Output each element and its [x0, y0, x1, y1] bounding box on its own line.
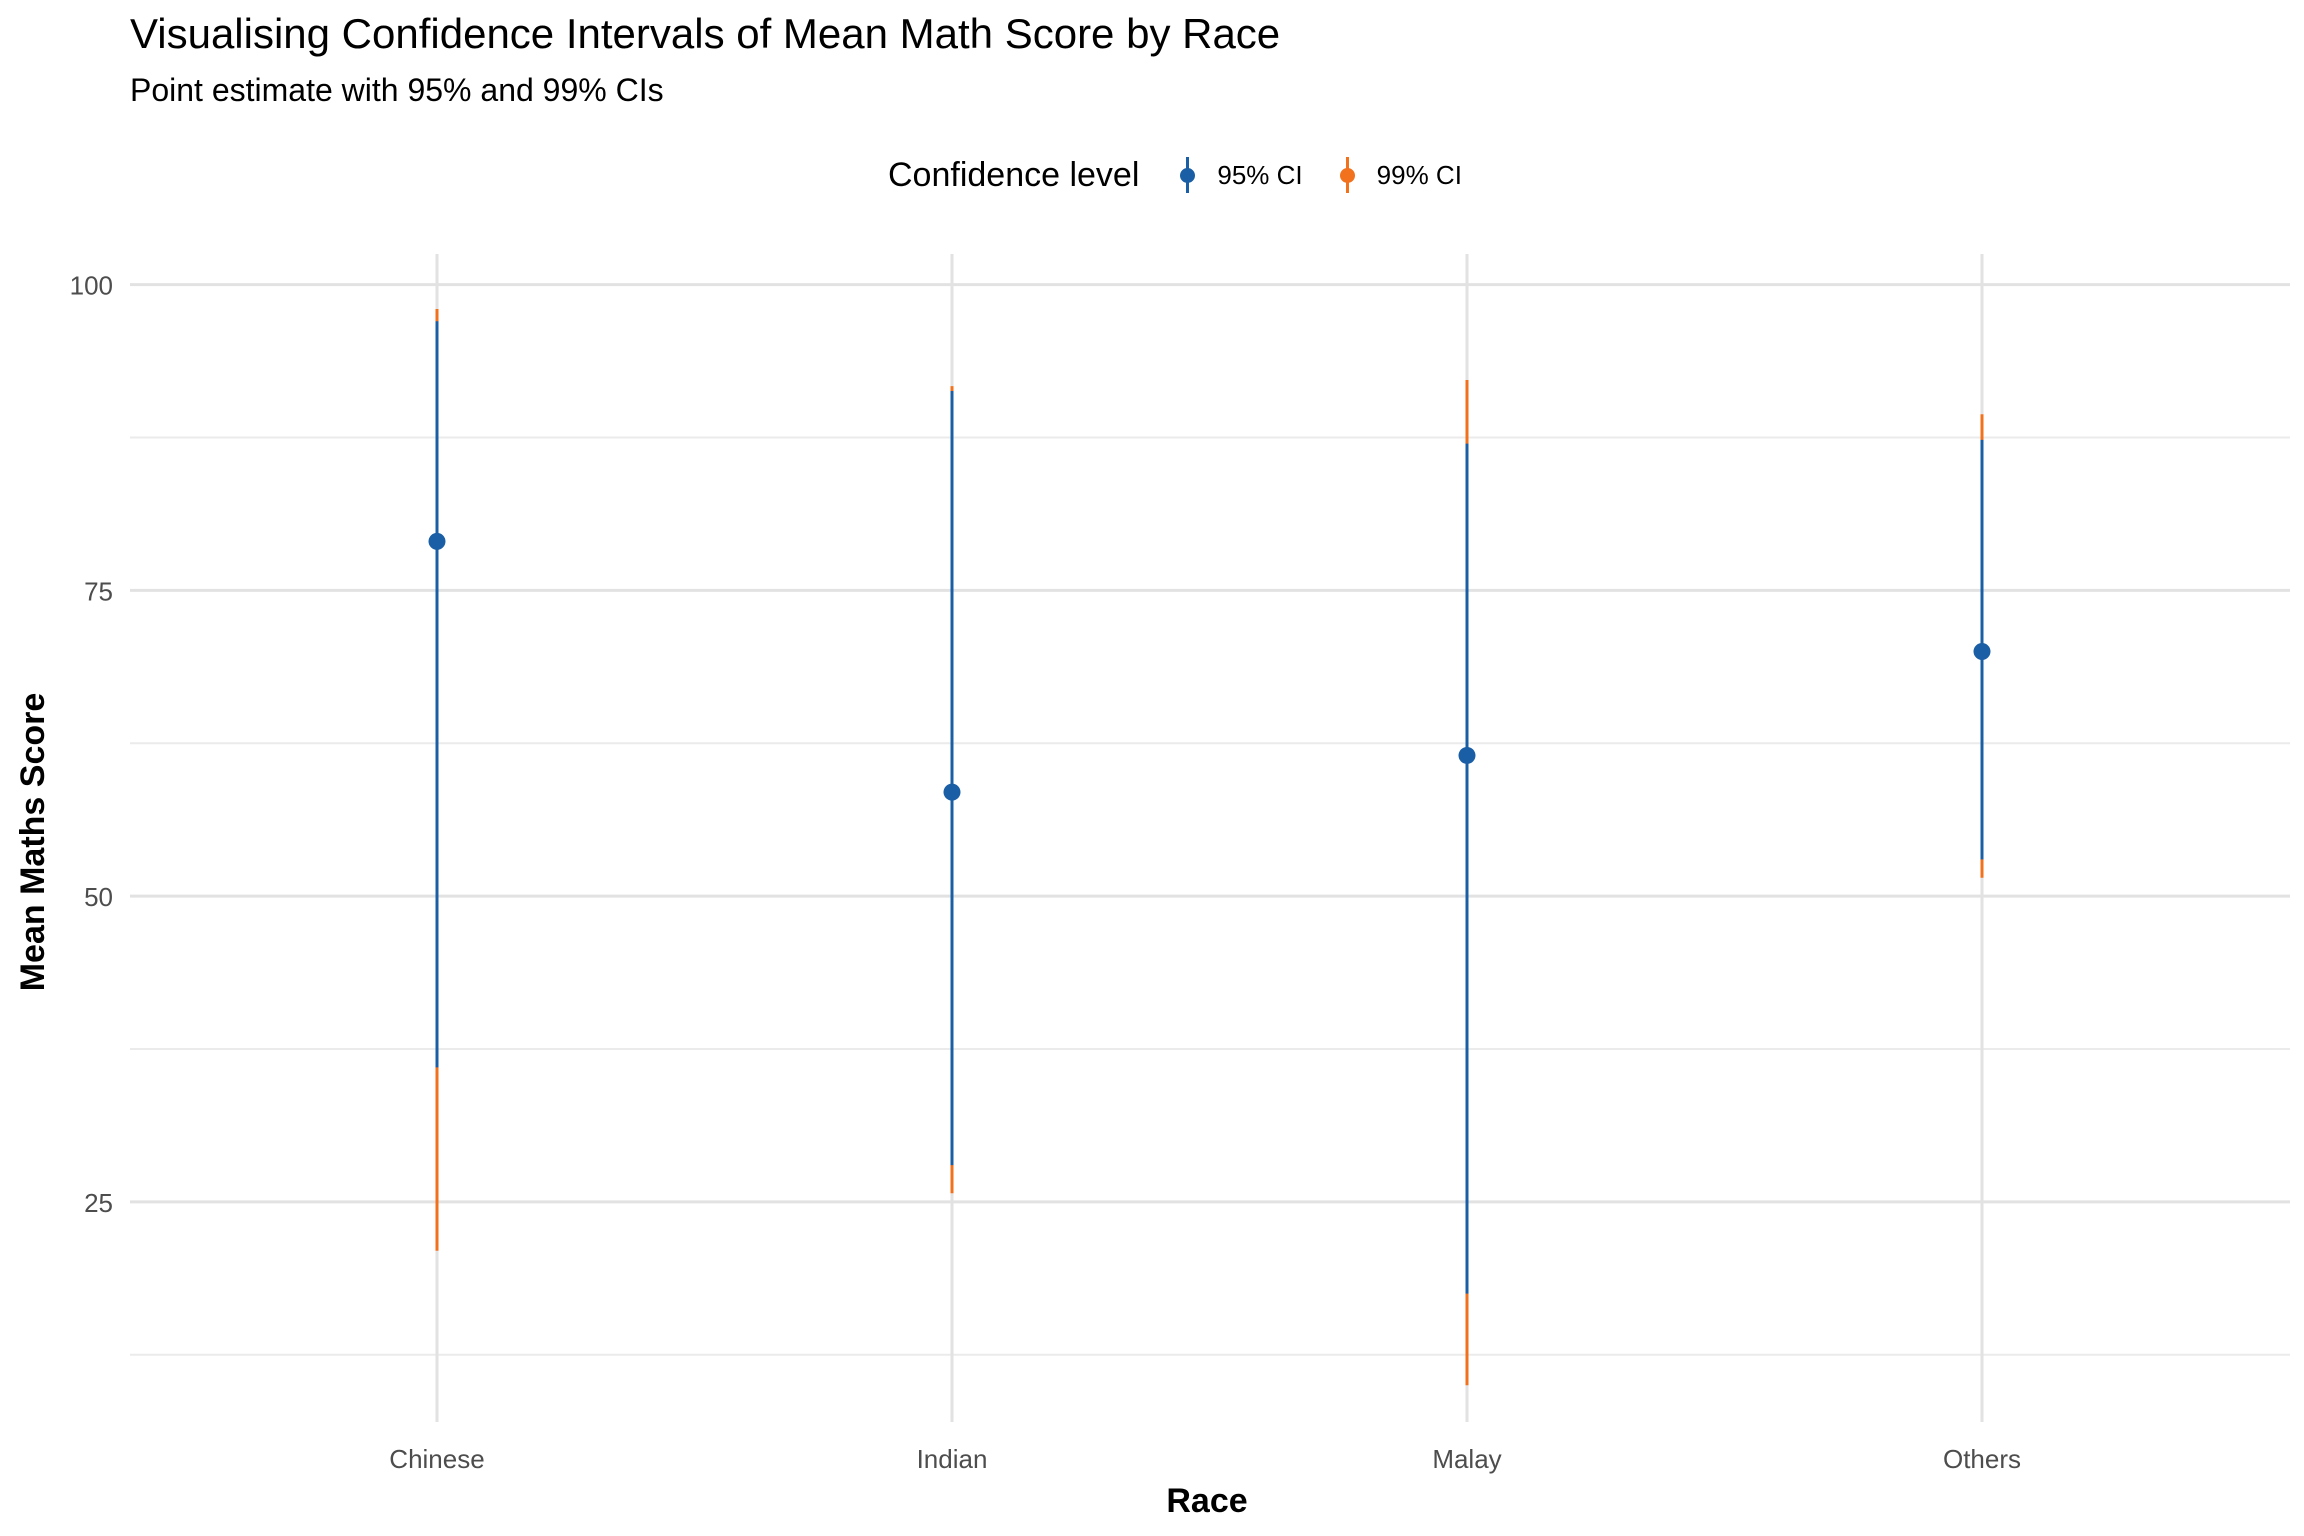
- legend: Confidence level 95% CI 99% CI: [888, 150, 1490, 200]
- legend-key-99-icon: [1331, 153, 1363, 197]
- error-bars: [435, 309, 1984, 1386]
- y-tick-label: 75: [84, 576, 113, 606]
- x-tick-label: Indian: [917, 1444, 988, 1474]
- y-axis-title: Mean Maths Score: [14, 693, 52, 992]
- point-estimates: [428, 532, 1991, 801]
- legend-item-99: 99% CI: [1331, 153, 1462, 197]
- legend-item-95: 95% CI: [1171, 153, 1303, 197]
- legend-key-95-icon: [1171, 153, 1203, 197]
- point-estimate-others: [1973, 642, 1991, 660]
- x-tick-label: Malay: [1432, 1444, 1501, 1474]
- legend-key-95-dot: [1180, 168, 1196, 183]
- x-axis-title: Race: [1166, 1482, 1247, 1520]
- y-tick-label: 25: [84, 1188, 113, 1218]
- x-axis-ticks: Chinese Indian Malay Others: [389, 1444, 2021, 1474]
- grid-layer: [130, 254, 2290, 1422]
- legend-title: Confidence level: [888, 155, 1140, 194]
- point-estimate-malay: [1458, 746, 1476, 764]
- point-estimate-indian: [943, 783, 961, 801]
- x-tick-label: Chinese: [389, 1444, 484, 1474]
- legend-key-99-dot: [1339, 168, 1355, 183]
- chart-subtitle: Point estimate with 95% and 99% CIs: [130, 72, 664, 108]
- x-tick-label: Others: [1943, 1444, 2021, 1474]
- point-estimate-chinese: [428, 532, 446, 550]
- legend-label-99: 99% CI: [1376, 159, 1462, 190]
- y-axis-ticks: 25 50 75 100: [70, 271, 113, 1218]
- chart-title: Visualising Confidence Intervals of Mean…: [130, 10, 1281, 57]
- y-tick-label: 100: [70, 271, 113, 301]
- legend-label-95: 95% CI: [1217, 159, 1303, 190]
- y-tick-label: 50: [84, 882, 113, 912]
